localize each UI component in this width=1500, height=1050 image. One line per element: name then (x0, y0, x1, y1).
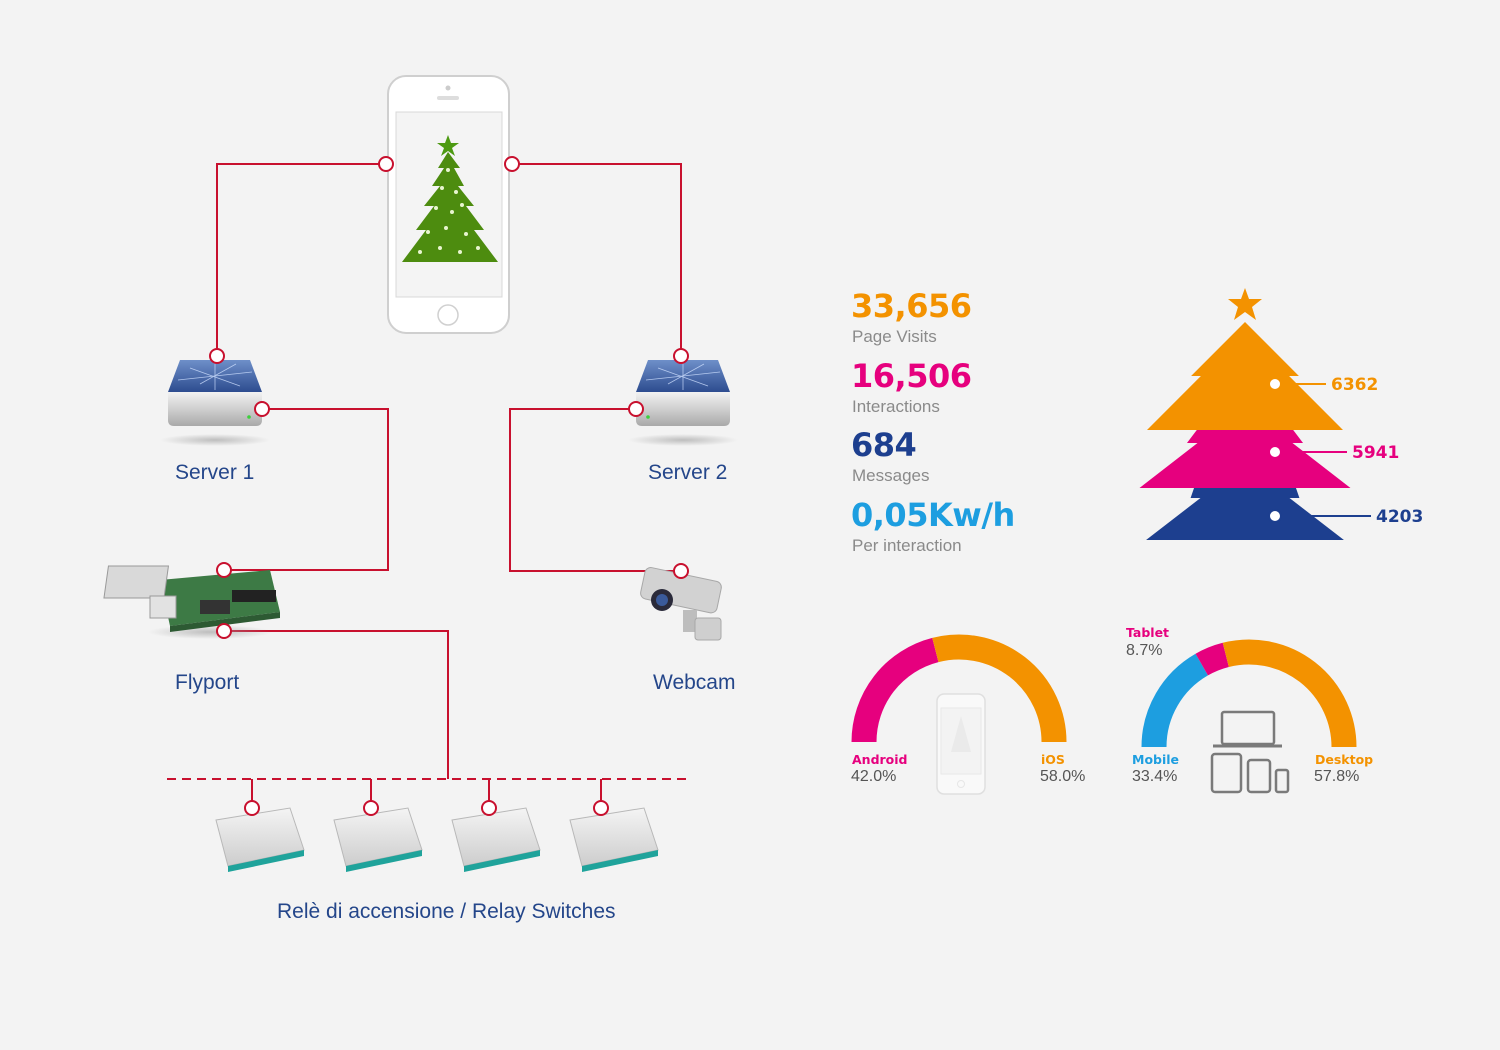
webcam-label: Webcam (653, 671, 736, 694)
devices-icon (1210, 710, 1290, 794)
device-donut-chart (1141, 639, 1357, 794)
mobile-label: Mobile (1132, 752, 1180, 767)
stat-page-visits-label: Page Visits (852, 327, 937, 346)
donut-segment-android (851, 637, 939, 743)
christmas-tree-icon (402, 135, 498, 262)
android-percent: 42.0% (851, 768, 897, 785)
tablet-percent: 8.7% (1126, 642, 1163, 659)
tree-marker-2 (1268, 445, 1282, 459)
donut-segment-desktop (1222, 639, 1357, 748)
stat-interactions-value: 16,506 (851, 357, 972, 395)
tree-star-icon (1228, 288, 1262, 320)
stat-page-visits-value: 33,656 (851, 287, 972, 325)
stat-messages-value: 684 (851, 426, 917, 464)
smartphone (387, 75, 510, 334)
tree-marker-1 (1268, 377, 1282, 391)
android-label: Android (852, 752, 908, 767)
stat-energy-value: 0,05Kw/h (851, 496, 1015, 534)
webcam-icon (640, 567, 722, 641)
relay-switches-label: Relè di accensione / Relay Switches (277, 900, 616, 923)
tree-value-tier-1: 6362 (1331, 375, 1379, 395)
server-2-icon (628, 360, 738, 446)
connection-nodes (209, 156, 689, 816)
relay-2-icon (333, 807, 423, 872)
ios-label: iOS (1041, 752, 1065, 767)
tree-marker-3 (1268, 509, 1282, 523)
flyport-label: Flyport (175, 671, 240, 694)
tree-chart (1139, 288, 1371, 540)
connection-lines (167, 163, 690, 808)
os-donut-chart (851, 634, 1067, 795)
server-1-label: Server 1 (175, 461, 255, 484)
stat-interactions-label: Interactions (852, 397, 940, 416)
relay-1-icon (215, 807, 305, 872)
tree-tier-3 (1146, 456, 1344, 540)
tablet-label: Tablet (1126, 625, 1170, 640)
mobile-percent: 33.4% (1132, 768, 1178, 785)
tree-tier-2 (1139, 398, 1351, 488)
server-2-label: Server 2 (648, 461, 728, 484)
donut-segment-tablet (1195, 642, 1230, 676)
desktop-percent: 57.8% (1314, 768, 1360, 785)
tree-tier-1 (1147, 322, 1343, 430)
relay-switches (215, 807, 659, 872)
desktop-label: Desktop (1315, 752, 1374, 767)
tree-value-tier-2: 5941 (1352, 443, 1400, 463)
donut-segment-mobile (1141, 653, 1209, 748)
relay-3-icon (451, 807, 541, 872)
ios-percent: 58.0% (1040, 768, 1086, 785)
relay-4-icon (569, 807, 659, 872)
flyport-board-icon (103, 565, 280, 639)
phone-outline-icon (936, 693, 986, 795)
stat-energy-label: Per interaction (852, 536, 962, 555)
tree-value-tier-3: 4203 (1376, 507, 1424, 527)
server-1-icon (160, 360, 270, 446)
donut-segment-ios (932, 634, 1067, 743)
stat-messages-label: Messages (852, 466, 930, 485)
